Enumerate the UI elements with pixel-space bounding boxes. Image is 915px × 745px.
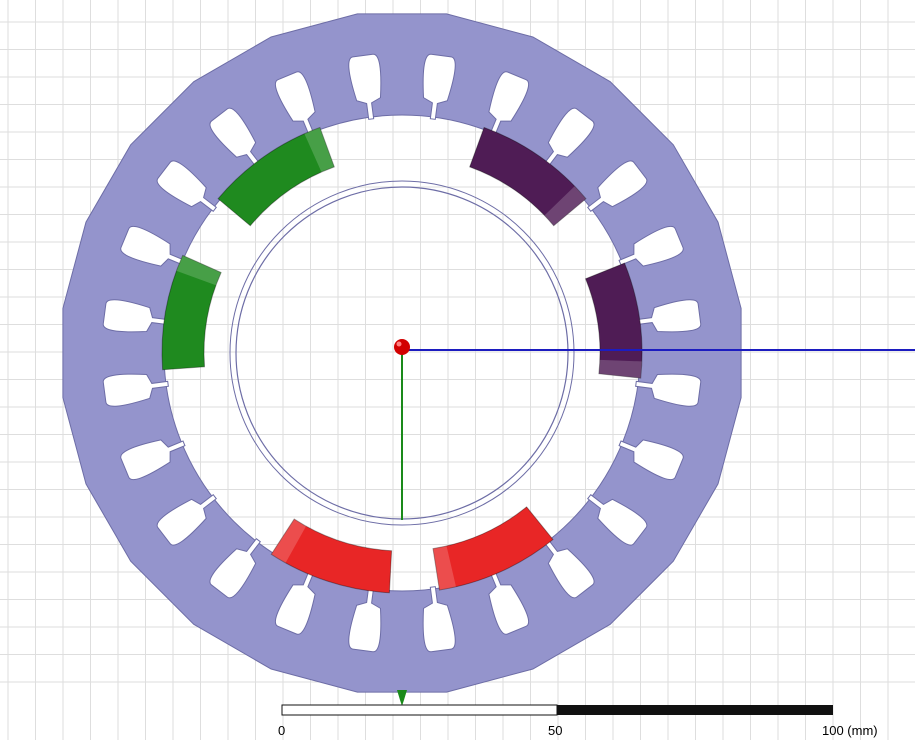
coil-phase-c-left-end-face bbox=[271, 519, 306, 563]
stator-slot bbox=[348, 586, 382, 653]
stator-slot bbox=[618, 225, 684, 267]
coil-phase-a-lower-end-face bbox=[176, 255, 222, 286]
coil-phase-b-upper[interactable] bbox=[469, 126, 587, 227]
stator-slot bbox=[422, 53, 456, 120]
stator-slot bbox=[542, 107, 595, 168]
stator-slot bbox=[422, 586, 456, 653]
z-axis-arrow-icon bbox=[397, 690, 407, 706]
coil-phase-c-left[interactable] bbox=[270, 518, 393, 594]
stator-slot bbox=[618, 439, 684, 481]
coil-phase-a-lower[interactable] bbox=[161, 254, 222, 371]
coil-phase-a-upper[interactable] bbox=[217, 126, 335, 227]
stator-slot bbox=[209, 107, 262, 168]
stator-slot bbox=[587, 160, 648, 213]
stator-slot bbox=[120, 225, 186, 267]
coil-phase-b-lower-end-face bbox=[598, 359, 642, 379]
scale-bar bbox=[281, 704, 833, 716]
coil-phase-c-right[interactable] bbox=[432, 506, 554, 591]
stator-slot bbox=[102, 373, 169, 407]
coil-phase-c-right-end-face bbox=[433, 545, 456, 590]
winding-coils[interactable] bbox=[161, 126, 643, 594]
stator-slot bbox=[587, 493, 648, 546]
scale-label-zero: 0 bbox=[278, 723, 286, 738]
stator-slot bbox=[274, 71, 316, 137]
origin-sphere-icon bbox=[394, 339, 410, 355]
scale-label-hundred: 100 (mm) bbox=[822, 723, 878, 738]
stator-slot bbox=[488, 71, 530, 137]
stator-slot bbox=[348, 53, 382, 120]
coil-phase-a-upper-end-face bbox=[304, 127, 335, 173]
scale-bar-dark bbox=[557, 705, 833, 715]
stator-slot bbox=[488, 569, 530, 635]
stator-slot bbox=[209, 538, 262, 599]
coil-phase-b-upper-end-face bbox=[544, 186, 586, 226]
stator-slot bbox=[120, 439, 186, 481]
stator-slot bbox=[156, 160, 217, 213]
scale-label-fifty: 50 bbox=[548, 723, 563, 738]
slot-openings bbox=[102, 53, 702, 653]
stator-slot bbox=[274, 569, 316, 635]
stator-slot bbox=[156, 493, 217, 546]
stator-slot bbox=[542, 538, 595, 599]
scale-bar-light bbox=[281, 704, 558, 716]
stator-bore-outline bbox=[229, 180, 575, 526]
stator-slot bbox=[102, 299, 169, 333]
stator-slot bbox=[635, 373, 702, 407]
stator-slot bbox=[635, 299, 702, 333]
